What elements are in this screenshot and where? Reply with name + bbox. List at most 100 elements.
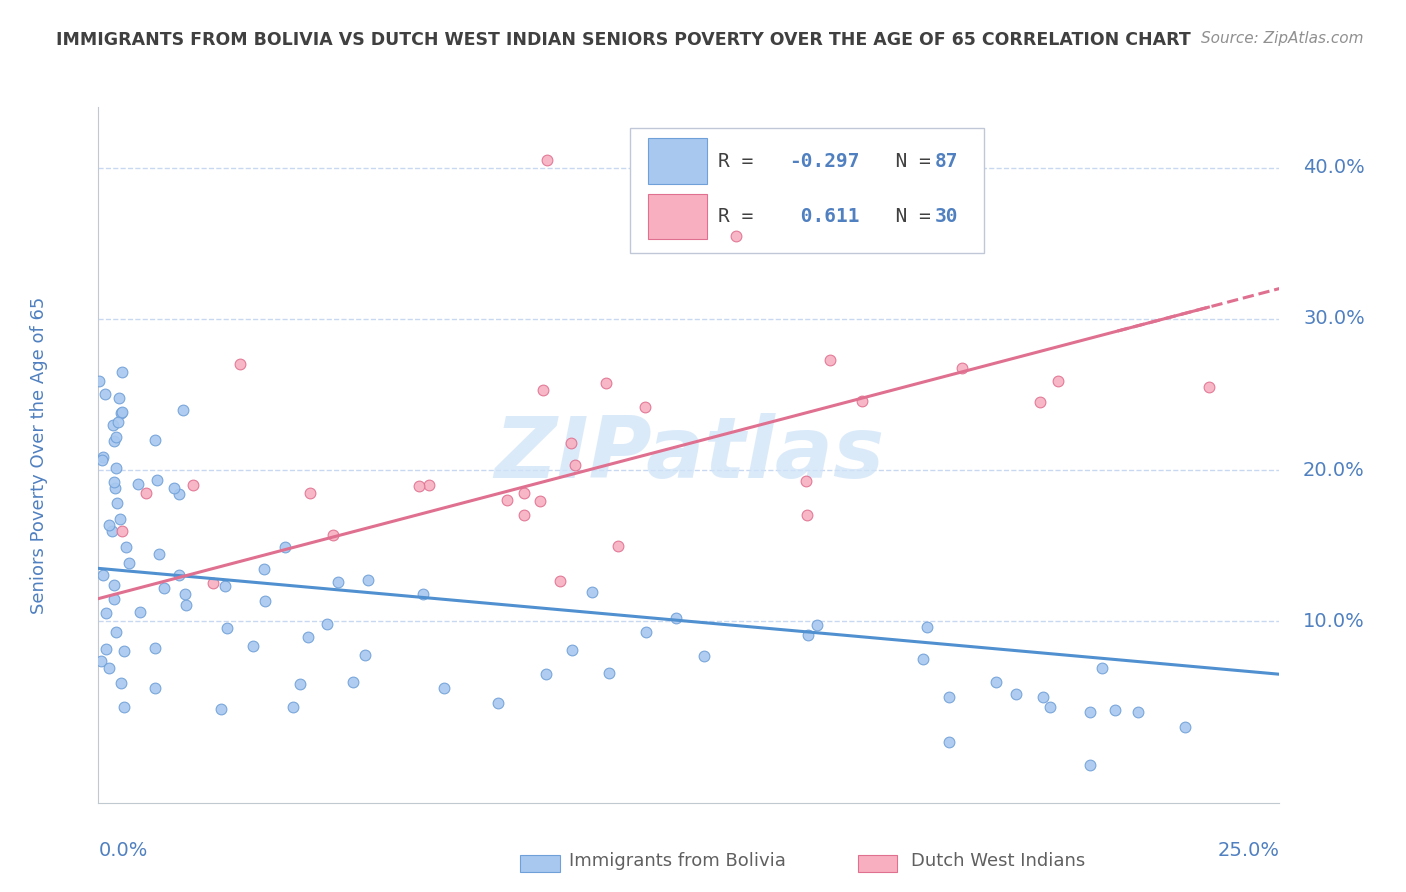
Text: Source: ZipAtlas.com: Source: ZipAtlas.com bbox=[1201, 31, 1364, 46]
Point bbox=[111, 405, 134, 419]
Point bbox=[536, 153, 558, 167]
Point bbox=[214, 579, 236, 593]
Point bbox=[129, 605, 152, 619]
Point bbox=[598, 665, 620, 680]
Point bbox=[297, 630, 319, 644]
Point bbox=[108, 391, 131, 405]
FancyBboxPatch shape bbox=[630, 128, 984, 253]
Point bbox=[112, 700, 135, 714]
Point bbox=[607, 539, 630, 553]
Point bbox=[322, 528, 344, 542]
Point bbox=[1174, 720, 1197, 734]
Point bbox=[950, 361, 973, 376]
Point bbox=[94, 387, 117, 401]
Point bbox=[851, 393, 873, 408]
Point bbox=[915, 620, 938, 634]
Point bbox=[357, 573, 380, 587]
Text: -0.297: -0.297 bbox=[789, 152, 860, 170]
Point bbox=[283, 699, 305, 714]
Point bbox=[274, 540, 297, 554]
Text: 87: 87 bbox=[935, 152, 957, 170]
Point bbox=[1046, 374, 1069, 388]
Point bbox=[111, 524, 134, 538]
Point bbox=[127, 477, 149, 491]
Point bbox=[1198, 380, 1220, 394]
Point bbox=[104, 481, 127, 495]
Point bbox=[91, 450, 114, 464]
Point bbox=[110, 512, 132, 526]
Text: ZIPatlas: ZIPatlas bbox=[494, 413, 884, 497]
Point bbox=[143, 681, 166, 696]
Point bbox=[512, 508, 534, 523]
Point bbox=[105, 430, 128, 444]
Point bbox=[101, 417, 124, 432]
Point bbox=[169, 567, 191, 582]
Point bbox=[90, 654, 112, 668]
Point bbox=[107, 415, 129, 429]
Point bbox=[209, 702, 232, 716]
Text: Dutch West Indians: Dutch West Indians bbox=[911, 852, 1085, 870]
Point bbox=[912, 652, 935, 666]
Point bbox=[181, 478, 204, 492]
Point bbox=[167, 487, 190, 501]
Point bbox=[103, 434, 125, 449]
Point bbox=[1005, 687, 1028, 701]
Point bbox=[105, 496, 128, 510]
Point bbox=[101, 524, 124, 538]
Point bbox=[103, 475, 125, 489]
Point bbox=[1080, 758, 1102, 772]
Point bbox=[290, 677, 312, 691]
Text: Seniors Poverty Over the Age of 65: Seniors Poverty Over the Age of 65 bbox=[31, 296, 48, 614]
Text: 30: 30 bbox=[935, 208, 957, 227]
Point bbox=[634, 401, 657, 415]
Point bbox=[693, 649, 716, 664]
Point bbox=[201, 576, 224, 591]
Point bbox=[299, 486, 322, 500]
Text: 0.611: 0.611 bbox=[789, 208, 860, 227]
Point bbox=[408, 479, 430, 493]
Point bbox=[806, 618, 828, 632]
Text: N =: N = bbox=[872, 208, 942, 227]
Point bbox=[938, 690, 960, 704]
Point bbox=[316, 616, 339, 631]
Point bbox=[174, 598, 197, 612]
Point bbox=[1039, 700, 1062, 714]
Point bbox=[215, 621, 238, 635]
Point bbox=[797, 627, 820, 641]
FancyBboxPatch shape bbox=[648, 138, 707, 184]
Text: R =: R = bbox=[718, 208, 765, 227]
Point bbox=[94, 606, 117, 620]
Point bbox=[794, 474, 817, 488]
Point bbox=[938, 735, 960, 749]
Point bbox=[103, 591, 125, 606]
Point bbox=[97, 518, 120, 533]
Point bbox=[91, 453, 114, 467]
Point bbox=[512, 485, 534, 500]
Point bbox=[534, 667, 557, 681]
Point bbox=[104, 624, 127, 639]
Point bbox=[1126, 705, 1149, 719]
Point bbox=[529, 494, 551, 508]
Point bbox=[229, 357, 252, 371]
Point bbox=[143, 641, 166, 656]
Point bbox=[328, 574, 350, 589]
Point bbox=[560, 436, 582, 450]
Point bbox=[104, 460, 127, 475]
Point bbox=[242, 639, 264, 653]
Point bbox=[110, 675, 132, 690]
Point bbox=[87, 374, 110, 388]
Point bbox=[153, 581, 176, 595]
Point bbox=[595, 376, 617, 390]
Point bbox=[984, 674, 1007, 689]
Point bbox=[665, 611, 688, 625]
Point bbox=[118, 556, 141, 570]
Point bbox=[412, 587, 434, 601]
Point bbox=[1032, 690, 1054, 704]
Point bbox=[146, 473, 169, 487]
Point bbox=[103, 578, 125, 592]
Text: N =: N = bbox=[872, 152, 942, 170]
Point bbox=[636, 625, 658, 640]
Point bbox=[550, 574, 572, 589]
Point bbox=[1029, 395, 1052, 409]
Point bbox=[143, 433, 166, 447]
